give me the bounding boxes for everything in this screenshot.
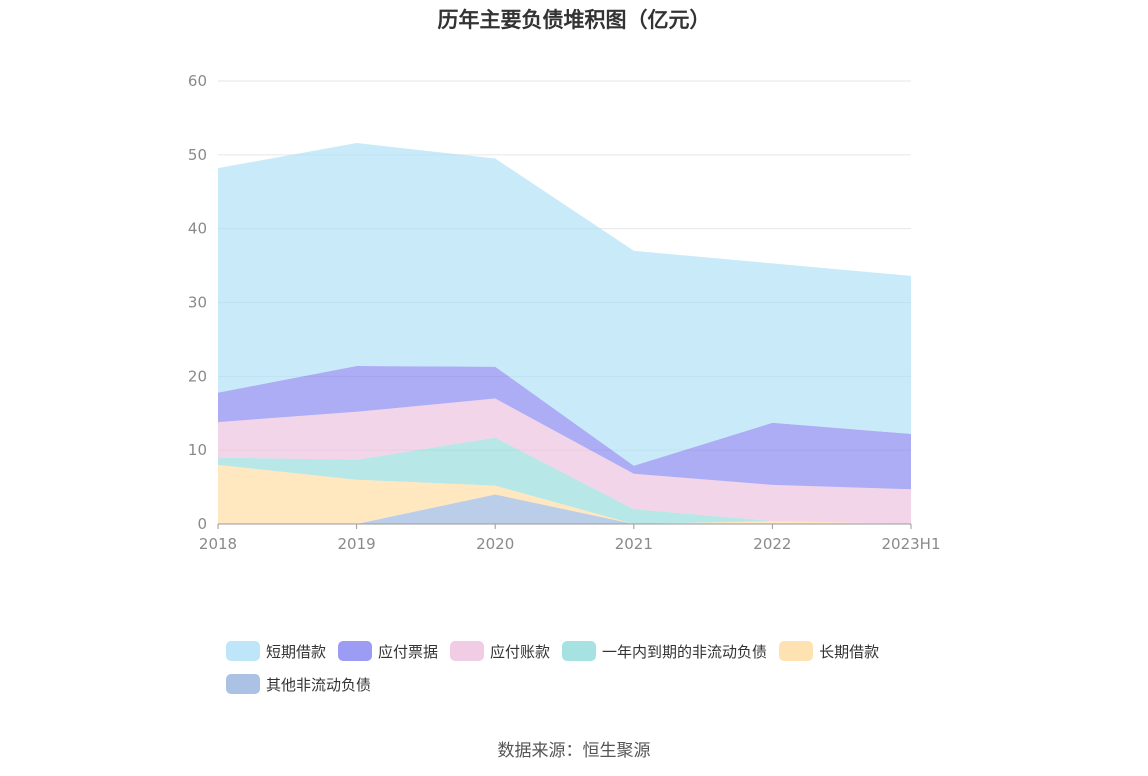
- x-tick-label: 2019: [338, 535, 376, 553]
- legend-item[interactable]: 其他非流动负债: [226, 673, 371, 695]
- x-tick-label: 2018: [199, 535, 237, 553]
- x-tick-label: 2021: [615, 535, 653, 553]
- legend-item[interactable]: 一年内到期的非流动负债: [562, 640, 767, 662]
- y-tick-label: 20: [188, 367, 207, 385]
- area-chart: 0 10 20 30 40 50 60 2018 2019 2020 2021 2022 2023H1: [188, 72, 941, 553]
- y-tick-label: 30: [188, 294, 207, 312]
- axes: 0 10 20 30 40 50 60 2018 2019 2020 2021 2022 2023H1: [188, 72, 941, 553]
- legend: 短期借款 应付票据 应付账款 一年内到期的非流动负债 长期借款其他非流动负债: [226, 640, 946, 706]
- legend-item[interactable]: 应付账款: [450, 640, 550, 662]
- legend-label: 其他非流动负债: [266, 675, 372, 694]
- legend-item[interactable]: 长期借款: [779, 640, 879, 662]
- legend-label: 短期借款: [266, 642, 327, 661]
- y-tick-label: 40: [188, 220, 207, 238]
- series-area-2[interactable]: [218, 437, 911, 524]
- legend-swatch: [779, 641, 814, 661]
- series-areas: [218, 143, 911, 524]
- legend-label: 应付票据: [378, 642, 439, 661]
- y-tick-label: 50: [188, 146, 207, 164]
- legend-label: 应付账款: [490, 642, 551, 661]
- y-tick-label: 0: [197, 515, 207, 533]
- legend-swatch: [450, 641, 485, 661]
- legend-item[interactable]: 短期借款: [226, 640, 326, 662]
- legend-swatch: [562, 641, 597, 661]
- data-source: 数据来源：恒生聚源: [497, 741, 651, 761]
- series-area-1[interactable]: [218, 464, 911, 524]
- legend-swatch: [226, 641, 260, 661]
- series-area-5[interactable]: [218, 143, 911, 466]
- legend-swatch: [226, 674, 260, 694]
- x-tick-label: 2022: [753, 535, 791, 553]
- x-tick-label: 2020: [476, 535, 514, 553]
- series-area-4[interactable]: [218, 366, 911, 490]
- series-area-3[interactable]: [218, 398, 911, 525]
- legend-label: 长期借款: [819, 642, 880, 661]
- chart-title: 历年主要负债堆积图（亿元）: [437, 8, 711, 32]
- x-tick-label: 2023H1: [882, 535, 941, 553]
- legend-label: 一年内到期的非流动负债: [602, 642, 768, 661]
- y-tick-label: 60: [188, 72, 207, 90]
- y-tick-label: 10: [188, 441, 207, 459]
- legend-item[interactable]: 应付票据: [338, 640, 438, 662]
- legend-swatch: [338, 641, 373, 661]
